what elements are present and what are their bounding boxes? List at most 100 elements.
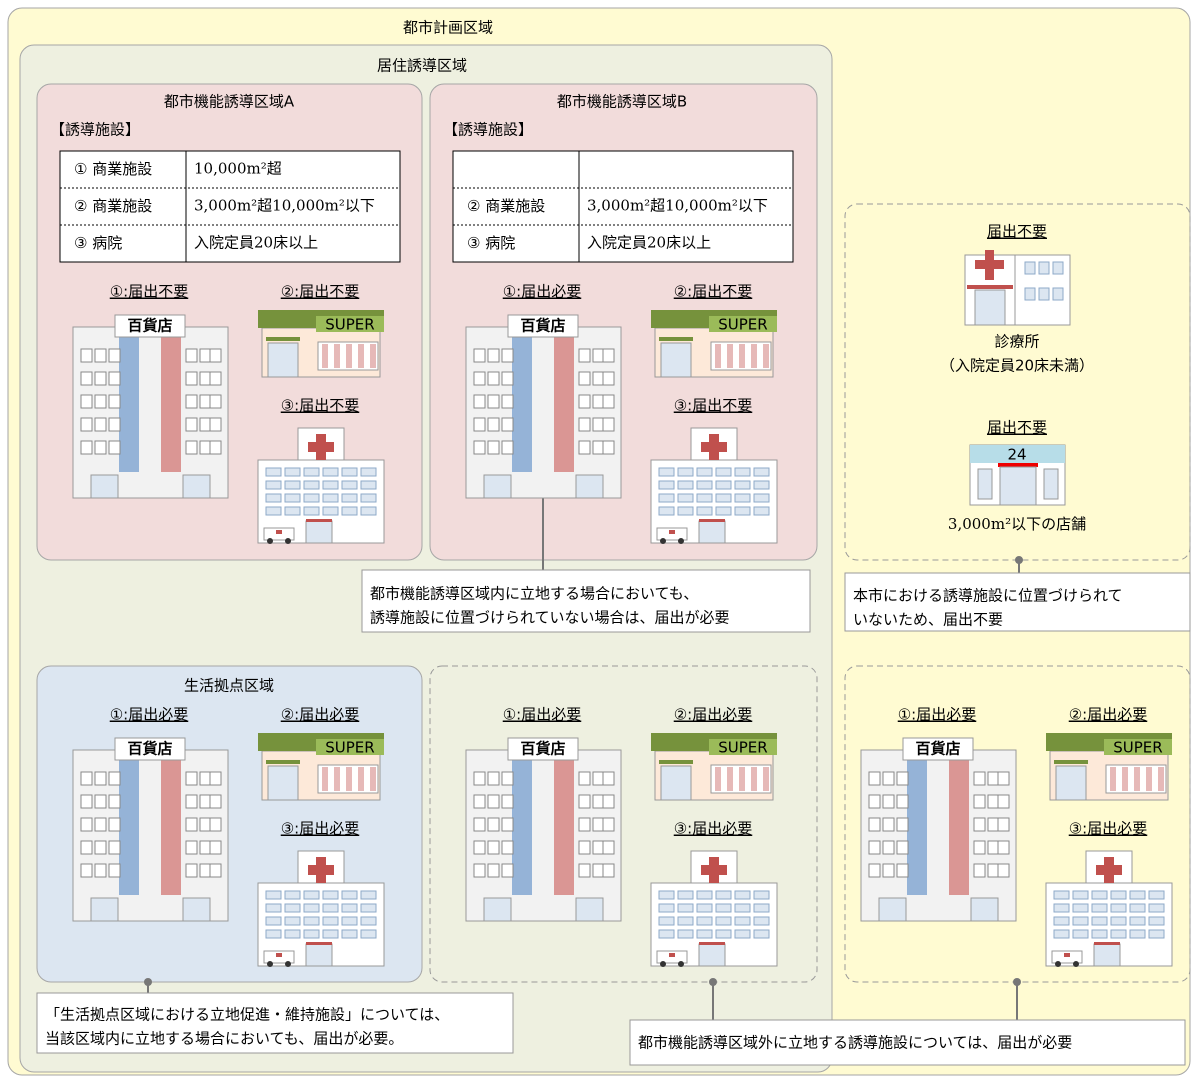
window	[678, 507, 693, 515]
window	[869, 772, 880, 785]
window	[95, 841, 106, 854]
window	[285, 494, 300, 502]
diagram: 都市計画区域居住誘導区域都市機能誘導区域A【誘導施設】① 商業施設10,000m…	[0, 0, 1197, 1081]
window	[95, 864, 106, 877]
window	[488, 418, 499, 431]
store-sign: SUPER	[1113, 739, 1162, 757]
window	[210, 795, 221, 808]
facility-name: 3,000m²以下の店舗	[948, 515, 1086, 533]
window	[361, 904, 376, 912]
window	[659, 891, 674, 899]
window	[883, 772, 894, 785]
window	[659, 468, 674, 476]
store-sign: SUPER	[325, 316, 374, 334]
wheel	[660, 538, 666, 544]
window	[1054, 904, 1069, 912]
window-bar	[334, 344, 340, 368]
window	[285, 891, 300, 899]
door-top	[699, 519, 725, 522]
window	[186, 349, 197, 362]
window	[988, 818, 999, 831]
window	[998, 772, 1009, 785]
window	[1111, 904, 1126, 912]
window	[579, 864, 590, 877]
window	[109, 795, 120, 808]
door	[268, 766, 298, 800]
status-label: ②:届出必要	[674, 706, 753, 724]
window	[474, 349, 485, 362]
window	[1054, 917, 1069, 925]
window	[716, 507, 731, 515]
window	[593, 418, 604, 431]
ambulance-mark	[276, 530, 282, 534]
window	[897, 818, 908, 831]
window	[323, 904, 338, 912]
window	[81, 372, 92, 385]
table-cell: ③ 病院	[467, 234, 515, 252]
window	[266, 481, 281, 489]
window	[579, 441, 590, 454]
window	[603, 772, 614, 785]
zone-heading: 【誘導施設】	[443, 121, 533, 139]
window	[1111, 891, 1126, 899]
window	[323, 507, 338, 515]
wheel	[267, 538, 273, 544]
window	[603, 441, 614, 454]
door	[576, 475, 603, 498]
window	[95, 372, 106, 385]
window-bar	[1122, 767, 1128, 791]
window	[988, 795, 999, 808]
status-label: 届出不要	[987, 223, 1047, 241]
window	[678, 468, 693, 476]
note-text: 都市機能誘導区域内に立地する場合においても、	[370, 585, 698, 603]
window	[474, 418, 485, 431]
window	[95, 349, 106, 362]
door	[576, 898, 603, 921]
ambulance-mark	[669, 530, 675, 534]
window	[1092, 891, 1107, 899]
door	[661, 766, 691, 800]
window	[593, 441, 604, 454]
window	[502, 418, 513, 431]
door	[971, 898, 998, 921]
window	[974, 841, 985, 854]
status-label: ①:届出必要	[503, 283, 582, 301]
window	[285, 481, 300, 489]
window	[210, 395, 221, 408]
window	[603, 864, 614, 877]
window	[304, 904, 319, 912]
window	[81, 818, 92, 831]
area-title: 居住誘導区域	[377, 57, 467, 75]
window	[186, 418, 197, 431]
window	[200, 418, 211, 431]
window-bar	[370, 767, 376, 791]
window	[697, 930, 712, 938]
store-sign: SUPER	[718, 739, 767, 757]
window	[678, 481, 693, 489]
window	[488, 372, 499, 385]
window	[593, 772, 604, 785]
window-bar	[763, 344, 769, 368]
window-bar	[1134, 767, 1140, 791]
window	[603, 795, 614, 808]
status-label: ③:届出不要	[281, 397, 360, 415]
window-bar	[715, 767, 721, 791]
store-sign: 百貨店	[520, 317, 565, 335]
window	[897, 864, 908, 877]
stripe	[659, 760, 693, 764]
window	[603, 818, 614, 831]
window	[210, 349, 221, 362]
window	[323, 891, 338, 899]
window	[200, 818, 211, 831]
window	[342, 930, 357, 938]
stripe	[1054, 760, 1088, 764]
zone-title: 都市機能誘導区域B	[557, 93, 687, 111]
window	[109, 349, 120, 362]
window	[304, 494, 319, 502]
window	[678, 917, 693, 925]
status-label: ②:届出必要	[281, 706, 360, 724]
window	[186, 864, 197, 877]
window-bar	[358, 344, 364, 368]
status-label: ①:届出必要	[110, 706, 189, 724]
store-sign: 百貨店	[127, 740, 172, 758]
